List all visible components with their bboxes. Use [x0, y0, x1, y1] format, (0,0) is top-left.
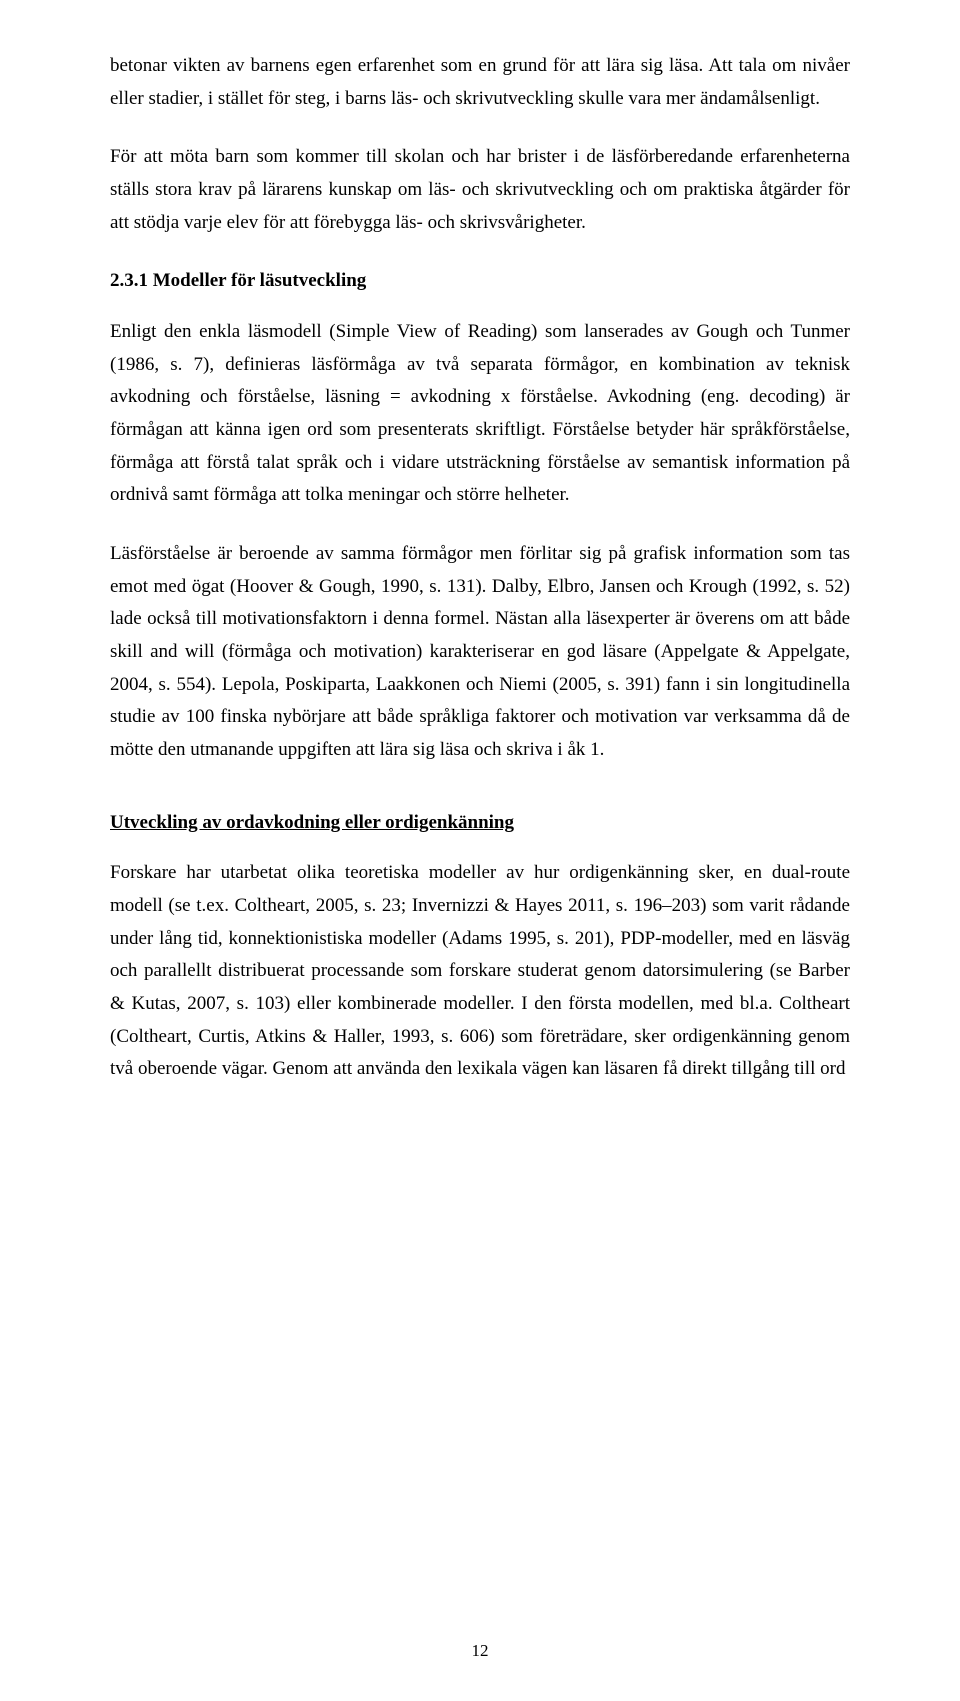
paragraph: Läsförståelse är beroende av samma förmå… — [110, 538, 850, 767]
page-number: 12 — [0, 1636, 960, 1665]
subsection-heading: Utveckling av ordavkodning eller ordigen… — [110, 807, 850, 840]
paragraph: betonar vikten av barnens egen erfarenhe… — [110, 50, 850, 115]
paragraph: För att möta barn som kommer till skolan… — [110, 141, 850, 239]
section-heading: 2.3.1 Modeller för läsutveckling — [110, 265, 850, 298]
paragraph: Enligt den enkla läsmodell (Simple View … — [110, 316, 850, 512]
document-page: betonar vikten av barnens egen erfarenhe… — [0, 0, 960, 1701]
paragraph: Forskare har utarbetat olika teoretiska … — [110, 857, 850, 1086]
